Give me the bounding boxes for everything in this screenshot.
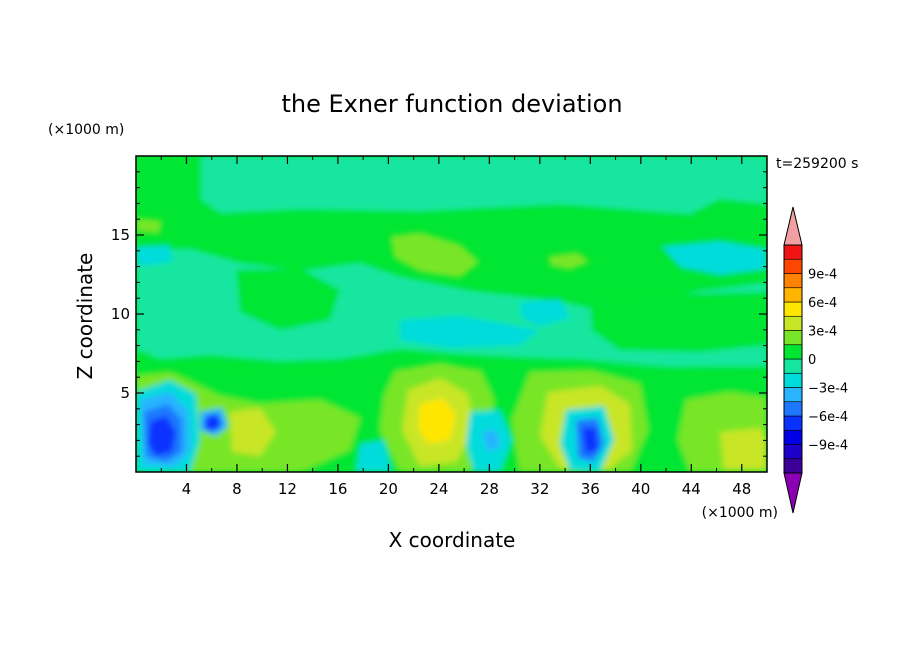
colorbar-swatch <box>783 415 803 431</box>
colorbar-over-triangle <box>783 206 803 246</box>
cyan-left <box>136 244 172 266</box>
colorbar-swatch <box>783 287 803 303</box>
colorbar-swatch <box>783 401 803 417</box>
colorbar-swatch <box>783 372 803 388</box>
colorbar-under-triangle <box>783 472 803 514</box>
yellow-far-right <box>720 428 767 470</box>
colorbar: 9e-4 6e-4 3e-4 0 −3e-4 −6e-4 −9e-4 <box>783 206 848 514</box>
left-mid-region <box>136 296 240 340</box>
darkblue-cell-36 <box>582 428 598 454</box>
colorbar-swatch <box>783 244 803 260</box>
colorbar-swatch <box>783 444 803 460</box>
x-tick-label: 28 <box>480 480 499 498</box>
colorbar-tick-label: −6e-4 <box>808 410 848 425</box>
y-tick-label: 5 <box>120 384 130 402</box>
x-unit-label: (×1000 m) <box>702 505 778 521</box>
cyan-small-mid <box>520 298 570 326</box>
colorbar-tick-label: 0 <box>808 353 816 368</box>
x-axis-label: X coordinate <box>389 528 516 552</box>
field-blobs <box>136 156 767 472</box>
x-tick-label: 12 <box>278 480 297 498</box>
x-tick-label: 36 <box>581 480 600 498</box>
darkblue-cell-left <box>148 416 176 456</box>
cyan-bottom-mid <box>356 440 392 472</box>
x-tick-label: 8 <box>232 480 242 498</box>
colorbar-swatch <box>783 315 803 331</box>
x-tick-label: 24 <box>429 480 448 498</box>
yellowgreen-top <box>390 232 480 278</box>
yellowgreen-left-edge <box>136 218 162 234</box>
y-tick-label: 15 <box>111 226 130 244</box>
contour-field <box>136 156 767 472</box>
x-tick-label: 48 <box>732 480 751 498</box>
y-axis-label: Z coordinate <box>73 253 97 380</box>
x-tick-label: 4 <box>182 480 192 498</box>
yellow-core <box>418 398 456 444</box>
yellowgreen-right <box>548 252 590 270</box>
y-axis-ticks: 5 10 15 <box>111 171 767 457</box>
chart-title: the Exner function deviation <box>281 90 622 118</box>
colorbar-tick-label: −3e-4 <box>808 382 848 397</box>
x-tick-label: 44 <box>682 480 701 498</box>
green-patch-right <box>590 292 767 352</box>
colorbar-tick-label: 9e-4 <box>808 268 837 283</box>
colorbar-swatch <box>783 330 803 346</box>
x-tick-label: 32 <box>530 480 549 498</box>
cyan-right <box>660 240 767 276</box>
x-axis-ticks: 4 8 12 16 20 24 28 32 36 40 44 48 <box>160 156 751 498</box>
y-unit-label: (×1000 m) <box>48 122 124 138</box>
y-tick-label: 10 <box>111 305 130 323</box>
colorbar-tick-label: 6e-4 <box>808 296 837 311</box>
colorbar-swatch <box>783 344 803 360</box>
lightblue-cell-28 <box>482 430 500 452</box>
colorbar-swatch <box>783 358 803 374</box>
colorbar-swatch <box>783 387 803 403</box>
green-patch-mid <box>236 268 340 330</box>
colorbar-swatch <box>783 273 803 289</box>
time-label: t=259200 s <box>776 156 858 172</box>
colorbar-swatch <box>783 458 803 474</box>
colorbar-tick-label: −9e-4 <box>808 439 848 454</box>
x-tick-label: 16 <box>328 480 347 498</box>
colorbar-swatch <box>783 301 803 317</box>
colorbar-tick-label: 3e-4 <box>808 325 837 340</box>
colorbar-frame <box>783 244 803 474</box>
x-tick-label: 40 <box>631 480 650 498</box>
upper-band <box>200 156 767 215</box>
colorbar-swatch <box>783 258 803 274</box>
colorbar-swatch <box>783 429 803 445</box>
cyan-mid <box>400 316 540 348</box>
yellow-left <box>230 408 276 456</box>
x-tick-label: 20 <box>379 480 398 498</box>
blue-cell-small <box>204 414 222 432</box>
